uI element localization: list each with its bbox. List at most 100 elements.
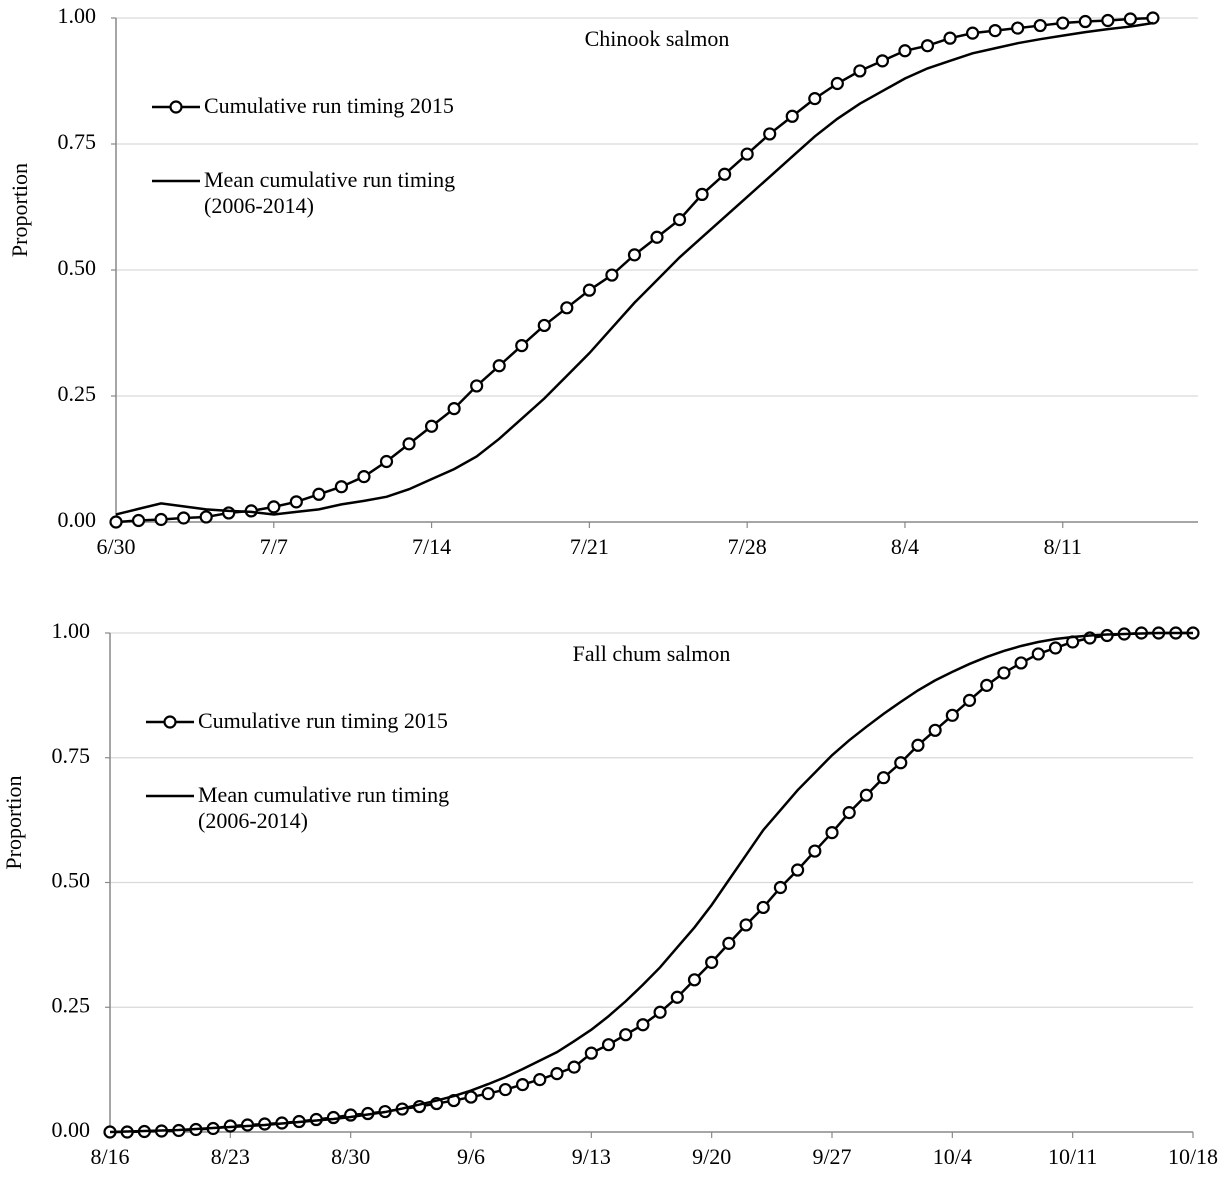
y-tick-label: 0.50 bbox=[52, 868, 91, 893]
series-marker bbox=[722, 936, 736, 950]
series-marker bbox=[470, 379, 484, 393]
series-marker bbox=[876, 771, 891, 785]
series-marker bbox=[997, 666, 1011, 680]
series-marker bbox=[498, 1082, 512, 1097]
y-tick-label: 0.25 bbox=[52, 992, 91, 1017]
series-marker bbox=[740, 147, 754, 161]
series-marker bbox=[875, 54, 890, 68]
legend-marker bbox=[163, 715, 177, 729]
series-marker bbox=[842, 806, 856, 820]
series-marker bbox=[154, 512, 168, 527]
series-marker bbox=[177, 511, 191, 525]
legend-marker bbox=[169, 100, 183, 114]
y-tick-label: 0.75 bbox=[58, 129, 97, 154]
legend-label: Mean cumulative run timing (2006-2014) bbox=[198, 782, 450, 833]
legend-item: Mean cumulative run timing (2006-2014) bbox=[204, 167, 456, 218]
series-marker bbox=[492, 359, 506, 373]
series-marker bbox=[1056, 16, 1070, 30]
series-marker bbox=[1031, 647, 1045, 661]
series-marker bbox=[357, 470, 371, 484]
legend-item: Cumulative run timing 2015 bbox=[204, 93, 454, 118]
series-marker bbox=[980, 678, 994, 692]
legend-label: Mean cumulative run timing (2006-2014) bbox=[204, 167, 456, 218]
series-marker bbox=[791, 863, 805, 877]
x-tick-label: 9/6 bbox=[457, 1144, 485, 1169]
series-marker bbox=[785, 109, 799, 123]
series-marker bbox=[199, 510, 213, 524]
y-tick-label: 0.25 bbox=[58, 381, 97, 406]
series-marker bbox=[344, 1108, 358, 1122]
series-marker bbox=[718, 167, 732, 181]
series-marker bbox=[859, 788, 873, 802]
series-marker bbox=[289, 495, 303, 509]
series-marker bbox=[898, 44, 912, 58]
legend-label: Cumulative run timing 2015 bbox=[204, 93, 454, 118]
x-tick-label: 7/28 bbox=[728, 534, 767, 559]
series-marker bbox=[131, 513, 146, 528]
series-marker bbox=[911, 738, 925, 752]
series-marker bbox=[943, 31, 957, 45]
y-tick-label: 0.00 bbox=[52, 1117, 91, 1142]
series-marker bbox=[619, 1028, 633, 1042]
legend-item: Mean cumulative run timing (2006-2014) bbox=[198, 782, 450, 833]
series-marker bbox=[537, 318, 551, 333]
series-marker bbox=[464, 1090, 478, 1104]
x-tick-label: 10/4 bbox=[933, 1144, 972, 1169]
y-axis-label: Proportion bbox=[7, 163, 32, 257]
y-tick-label: 0.75 bbox=[52, 743, 91, 768]
series-marker bbox=[515, 1077, 530, 1092]
series-marker bbox=[808, 844, 822, 858]
series-marker bbox=[267, 500, 281, 514]
series-marker bbox=[965, 26, 980, 40]
series-marker bbox=[894, 756, 908, 770]
series-marker bbox=[447, 402, 461, 416]
series-marker bbox=[853, 64, 867, 78]
series-marker bbox=[424, 419, 439, 433]
x-tick-label: 7/7 bbox=[260, 534, 288, 559]
series-marker bbox=[312, 487, 326, 501]
x-tick-label: 9/20 bbox=[692, 1144, 731, 1169]
series-marker bbox=[550, 1067, 564, 1081]
series-marker bbox=[695, 187, 709, 201]
series-marker bbox=[627, 248, 642, 262]
series-marker bbox=[773, 880, 788, 895]
series-marker bbox=[945, 708, 959, 722]
series-marker bbox=[109, 515, 123, 529]
series-marker bbox=[756, 900, 770, 915]
series-marker bbox=[605, 268, 619, 282]
series-marker bbox=[739, 918, 753, 932]
y-axis-label: Proportion bbox=[1, 775, 26, 869]
series-marker bbox=[763, 127, 777, 141]
series-marker bbox=[1033, 18, 1047, 33]
series-marker bbox=[962, 693, 977, 707]
x-tick-label: 8/4 bbox=[891, 534, 919, 559]
legend-item: Cumulative run timing 2015 bbox=[198, 708, 448, 733]
series-marker bbox=[334, 480, 349, 494]
series-marker bbox=[1101, 13, 1115, 28]
series-marker bbox=[825, 825, 839, 840]
series-marker bbox=[1011, 21, 1025, 35]
series-marker bbox=[650, 230, 664, 244]
series-marker bbox=[670, 990, 684, 1004]
series-marker bbox=[533, 1073, 547, 1087]
series-marker bbox=[601, 1038, 616, 1052]
chart-title: Chinook salmon bbox=[585, 26, 730, 51]
series-marker bbox=[222, 506, 236, 520]
series-marker bbox=[481, 1086, 495, 1101]
chart-title: Fall chum salmon bbox=[573, 641, 731, 666]
series-marker bbox=[928, 723, 942, 737]
x-tick-label: 10/18 bbox=[1168, 1144, 1218, 1169]
series-marker bbox=[830, 76, 844, 91]
x-tick-label: 7/21 bbox=[570, 534, 609, 559]
x-tick-label: 8/11 bbox=[1044, 534, 1082, 559]
x-tick-label: 8/30 bbox=[331, 1144, 370, 1169]
series-marker bbox=[1048, 641, 1063, 655]
series-line bbox=[109, 631, 1193, 1134]
x-tick-label: 9/27 bbox=[812, 1144, 851, 1169]
series-marker bbox=[636, 1018, 650, 1032]
series-line bbox=[115, 21, 1154, 516]
legend-label: Cumulative run timing 2015 bbox=[198, 708, 448, 733]
y-tick-label: 1.00 bbox=[58, 3, 97, 28]
y-tick-label: 0.50 bbox=[58, 255, 97, 280]
